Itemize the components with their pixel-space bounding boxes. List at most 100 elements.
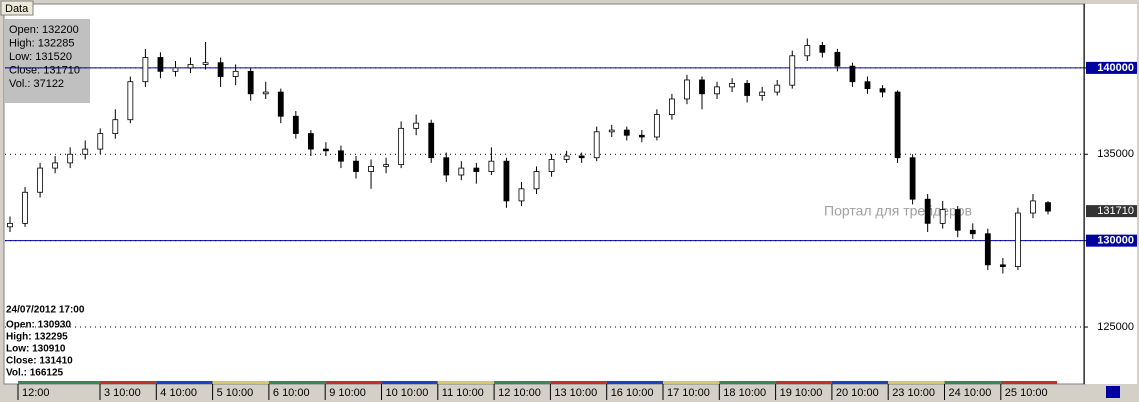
candle-body bbox=[563, 155, 570, 160]
candle-body bbox=[894, 91, 901, 159]
cursor-line: Close: 131410 bbox=[6, 356, 73, 367]
scroll-button[interactable] bbox=[1106, 386, 1120, 398]
tab[interactable] bbox=[0, 0, 34, 16]
level-label: 130000 bbox=[1097, 235, 1134, 247]
candle-body bbox=[112, 119, 119, 134]
candle-body bbox=[684, 79, 690, 100]
candle-body bbox=[669, 98, 675, 115]
candle-body bbox=[232, 70, 239, 77]
candle-body bbox=[849, 65, 856, 83]
cursor-line: Vol.: 166125 bbox=[6, 368, 64, 379]
x-tick-label: 19 10:00 bbox=[780, 387, 823, 399]
day-strip bbox=[663, 381, 720, 384]
day-strip bbox=[550, 381, 607, 384]
day-strip bbox=[1000, 381, 1058, 384]
candle-body bbox=[984, 233, 991, 266]
day-strip bbox=[325, 381, 382, 384]
price-tag bbox=[1086, 205, 1137, 218]
plot-area bbox=[3, 3, 1086, 385]
day-strip bbox=[268, 381, 326, 384]
cursor-line: Open: 130930 bbox=[6, 320, 71, 331]
x-tick-label: 4 10:00 bbox=[160, 387, 197, 399]
x-tick-label: 6 10:00 bbox=[273, 387, 310, 399]
watermark: Портал для трейдеров bbox=[824, 203, 972, 219]
x-tick-label: 10 10:00 bbox=[386, 387, 429, 399]
candle-body bbox=[834, 51, 841, 67]
info-line: Close: 131710 bbox=[9, 64, 80, 76]
candle-body bbox=[533, 171, 540, 190]
candle-body bbox=[22, 191, 28, 224]
day-strip bbox=[944, 381, 1001, 384]
candle-body bbox=[714, 86, 720, 95]
day-strip bbox=[606, 381, 663, 384]
level-tag bbox=[1086, 234, 1137, 247]
candle-body bbox=[338, 150, 344, 162]
y-tick-label: 125000 bbox=[1097, 321, 1134, 333]
candle-body bbox=[383, 164, 389, 167]
candle-body bbox=[97, 133, 104, 150]
candle-body bbox=[247, 70, 254, 95]
cursor-line: Low: 130910 bbox=[6, 344, 66, 355]
info-box bbox=[4, 19, 90, 103]
candle-body bbox=[729, 83, 735, 88]
candle-body bbox=[909, 157, 916, 200]
x-tick-label: 12 10:00 bbox=[498, 387, 541, 399]
candle-body bbox=[879, 88, 886, 93]
candle-body bbox=[157, 57, 164, 72]
price-tag-label: 131710 bbox=[1097, 205, 1134, 217]
x-tick-label: 20 10:00 bbox=[836, 387, 879, 399]
candle-body bbox=[37, 167, 43, 193]
candle-body bbox=[473, 167, 480, 172]
level-tag bbox=[1086, 61, 1137, 74]
candle-body bbox=[127, 81, 134, 121]
candle-body bbox=[488, 160, 495, 172]
info-line: Open: 132200 bbox=[9, 24, 79, 36]
candle-body bbox=[368, 165, 374, 172]
candle-body bbox=[52, 162, 59, 169]
candle-body bbox=[593, 131, 600, 159]
candle-body bbox=[307, 133, 314, 150]
candle-body bbox=[323, 148, 329, 152]
x-tick-label: 3 10:00 bbox=[104, 387, 141, 399]
x-tick-label: 25 10:00 bbox=[1005, 387, 1048, 399]
candle-body bbox=[7, 222, 13, 228]
x-tick-label: 24 10:00 bbox=[949, 387, 992, 399]
candle-body bbox=[67, 153, 74, 164]
x-tick-label: 23 10:00 bbox=[892, 387, 935, 399]
x-tick-label: 9 10:00 bbox=[329, 387, 366, 399]
candle-body bbox=[939, 209, 946, 224]
candle-body bbox=[353, 160, 359, 172]
candle-body bbox=[954, 209, 961, 231]
cursor-line: High: 132295 bbox=[6, 332, 68, 343]
candle-body bbox=[217, 62, 224, 77]
candle-body bbox=[187, 64, 194, 69]
x-tick-label: 13 10:00 bbox=[554, 387, 597, 399]
info-line: Low: 131520 bbox=[9, 51, 72, 63]
day-strip bbox=[100, 381, 157, 384]
candle-body bbox=[744, 83, 751, 96]
candle-body bbox=[819, 45, 826, 53]
info-line: High: 132285 bbox=[9, 37, 74, 49]
candle-body bbox=[82, 148, 89, 155]
day-strip bbox=[888, 381, 945, 384]
candle-body bbox=[638, 134, 645, 138]
day-strip bbox=[381, 381, 438, 384]
x-tick-label: 18 10:00 bbox=[723, 387, 766, 399]
candle-body bbox=[924, 198, 931, 224]
cursor-line: 24/07/2012 17:00 bbox=[6, 305, 85, 316]
candle-body bbox=[518, 188, 525, 202]
candle-body bbox=[699, 79, 705, 95]
candle-body bbox=[789, 55, 796, 86]
candle-body bbox=[142, 57, 149, 83]
candle-body bbox=[608, 129, 615, 133]
candle-body bbox=[774, 84, 781, 93]
candle-body bbox=[292, 115, 299, 134]
candle-body bbox=[969, 229, 976, 235]
candle-body bbox=[428, 122, 435, 159]
day-strip bbox=[18, 381, 100, 384]
level-label: 140000 bbox=[1097, 62, 1134, 74]
candle-body bbox=[578, 155, 585, 159]
tab-label[interactable]: Data bbox=[5, 3, 29, 15]
candle-body bbox=[1030, 200, 1036, 214]
